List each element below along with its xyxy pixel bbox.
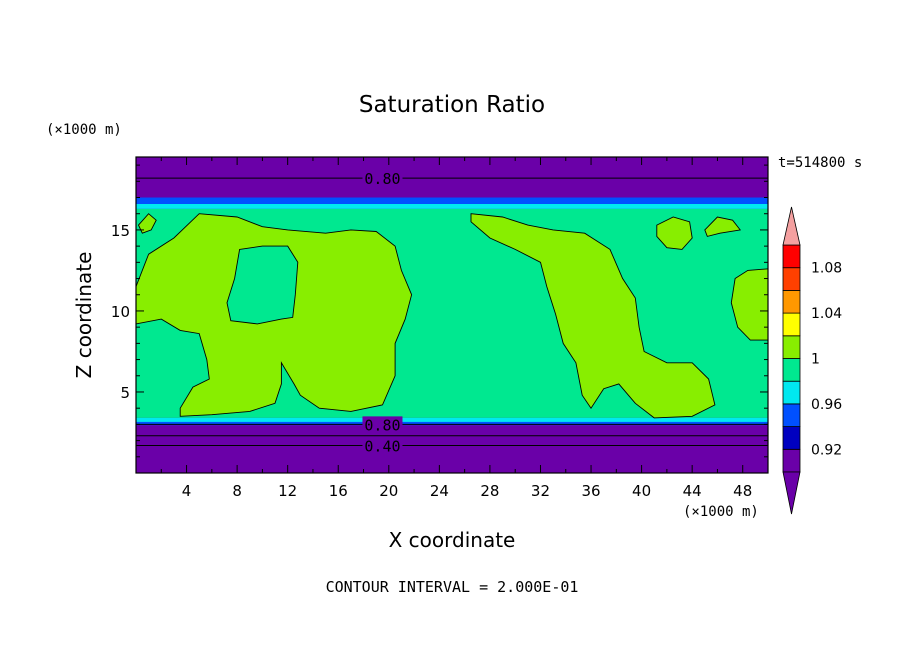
colorbar: 0.92 0.96 1 1.04 1.08	[782, 206, 842, 515]
colorbar-swatch	[782, 289, 801, 314]
colorbar-label: 1	[811, 352, 820, 368]
y-tick-label: 10	[111, 303, 130, 321]
x-tick-label: 12	[278, 482, 297, 500]
x-tick-label: 8	[232, 482, 242, 500]
colorbar-over-arrow	[782, 206, 801, 246]
x-unit-label: (×1000 m)	[683, 504, 759, 520]
colorbar-under-arrow	[782, 471, 801, 515]
y-unit-label: (×1000 m)	[46, 122, 122, 138]
small-cloud-a	[656, 216, 693, 250]
y-tick-label: 15	[111, 222, 130, 240]
x-tick-label: 44	[683, 482, 702, 500]
colorbar-swatch	[782, 267, 801, 291]
x-tick-label: 28	[480, 482, 499, 500]
left-hole	[226, 245, 299, 325]
upper-navy-line	[136, 195, 768, 198]
colorbar-swatch	[782, 335, 801, 359]
plot-frame	[135, 156, 769, 474]
colorbar-swatch	[782, 403, 801, 427]
x-axis-title: X coordinate	[389, 528, 516, 552]
contour-label-1: 0.80	[364, 416, 400, 434]
y-tick-label: 5	[120, 384, 130, 402]
contour-label-bg	[362, 170, 403, 186]
x-axis: 4 8 12 16 20 24 28 32 36 40 44 48	[160, 157, 752, 500]
colorbar-swatch	[782, 380, 801, 405]
colorbar-label: 1.04	[811, 306, 842, 322]
x-tick-label: 16	[329, 482, 348, 500]
colorbar-swatch	[782, 312, 801, 337]
colorbar-label: 1.08	[811, 261, 842, 277]
contour-label-0: 0.80	[364, 170, 400, 188]
x-tick-label: 36	[581, 482, 600, 500]
colorbar-swatch	[782, 244, 801, 269]
contour-label-bg	[362, 416, 403, 432]
x-tick-label: 40	[632, 482, 651, 500]
colorbar-label: 0.96	[811, 397, 842, 413]
time-label: t=514800 s	[778, 155, 862, 171]
x-tick-label: 4	[182, 482, 192, 500]
contour-label-bg	[362, 437, 403, 453]
x-tick-label: 32	[531, 482, 550, 500]
moist-layer-top-edge	[136, 203, 768, 209]
saturation-field: 0.80 0.80 0.40	[136, 157, 768, 473]
lower-transition-band	[136, 421, 768, 426]
right-cloud	[470, 213, 716, 419]
x-tick-label: 24	[430, 482, 449, 500]
colorbar-swatch	[782, 448, 801, 473]
colorbar-swatch	[782, 426, 801, 450]
chart-title: Saturation Ratio	[359, 92, 545, 118]
small-cloud-b	[704, 216, 742, 237]
colorbar-swatch	[782, 358, 801, 382]
small-cloud-d	[137, 213, 157, 234]
contour-interval-note: CONTOUR INTERVAL = 2.000E-01	[326, 578, 579, 596]
small-cloud-c	[730, 268, 768, 341]
colorbar-label: 0.92	[811, 442, 842, 458]
y-axis: 5 10 15	[111, 164, 768, 458]
y-axis-title: Z coordinate	[72, 252, 96, 379]
x-tick-label: 20	[379, 482, 398, 500]
moist-layer-bottom-edge	[136, 417, 768, 422]
contour-label-2: 0.40	[364, 437, 400, 455]
upper-transition-band	[136, 197, 768, 204]
x-tick-label: 48	[733, 482, 752, 500]
